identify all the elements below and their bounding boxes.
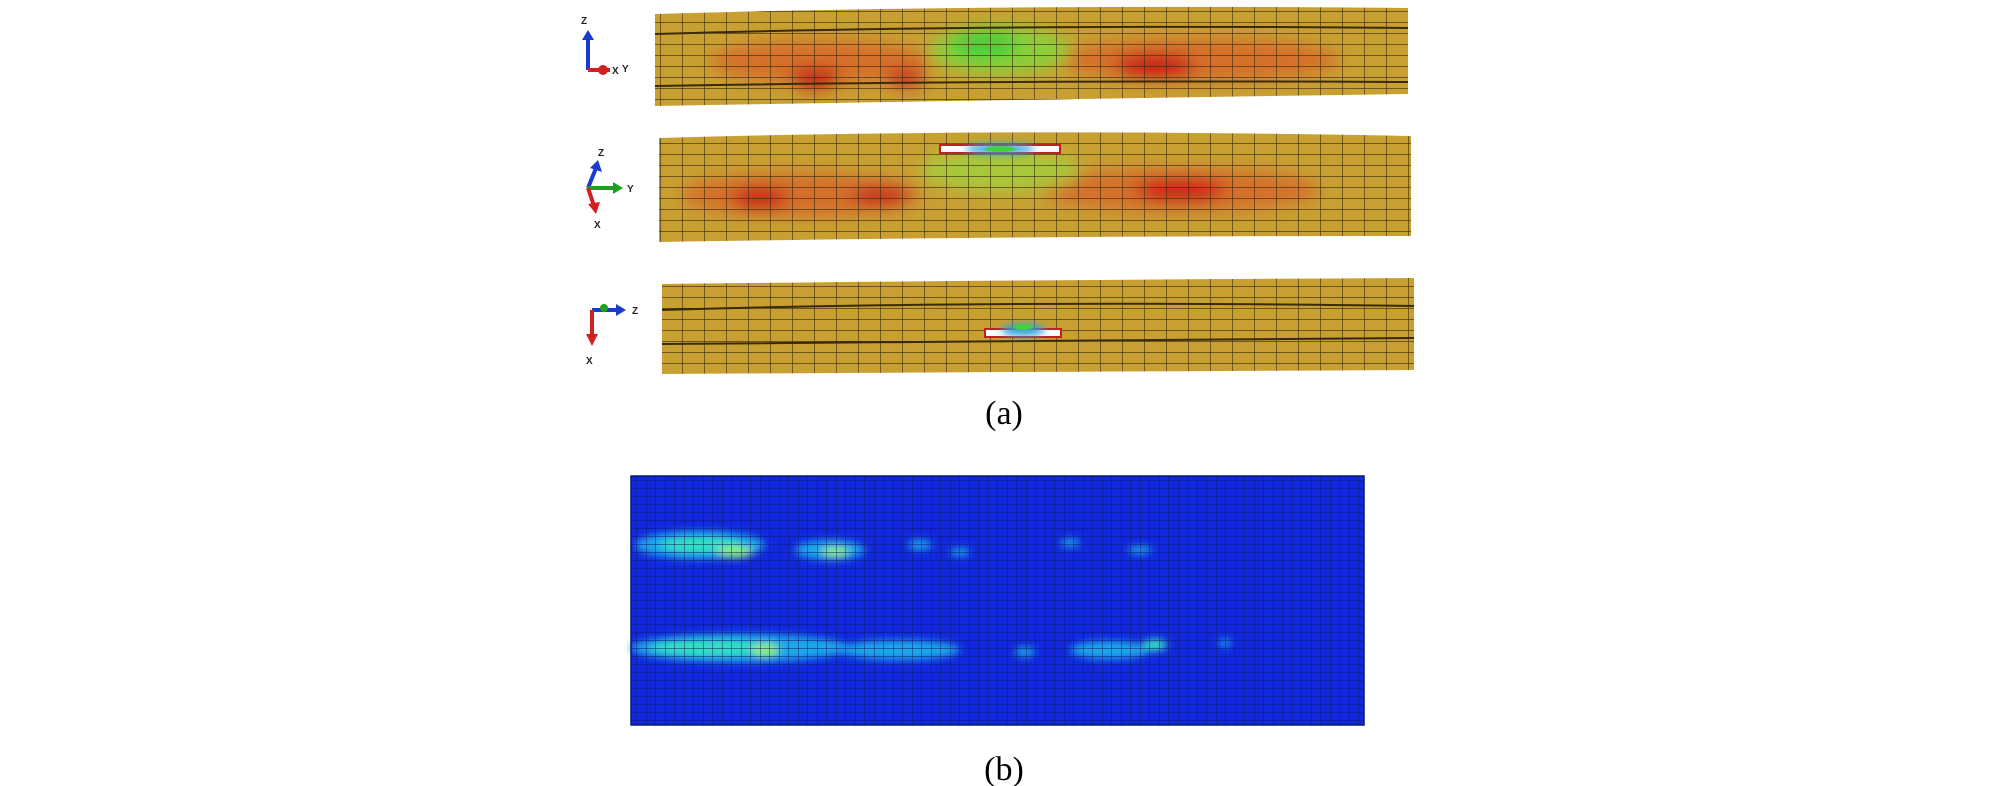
axis-label: X	[594, 220, 601, 231]
axis-label: Y	[627, 184, 634, 195]
plate-contour	[630, 475, 1365, 726]
caption: (a)	[985, 395, 1023, 432]
axis-label: X	[586, 356, 593, 367]
caption: (b)	[984, 751, 1024, 786]
axis-label: Z	[632, 306, 638, 317]
strip-2	[659, 132, 1411, 242]
triad-3: Z X	[586, 304, 638, 367]
triad-2: Z Y X	[586, 148, 634, 231]
triad-1: Z X Y	[581, 16, 629, 77]
axis-label: Z	[581, 16, 587, 27]
axis-label: Z	[598, 148, 604, 159]
defect-2	[984, 324, 1062, 338]
defect-1	[939, 144, 1061, 154]
axis-label: Y	[622, 64, 629, 75]
strip-1	[655, 6, 1408, 107]
axis-label: X	[612, 66, 619, 77]
